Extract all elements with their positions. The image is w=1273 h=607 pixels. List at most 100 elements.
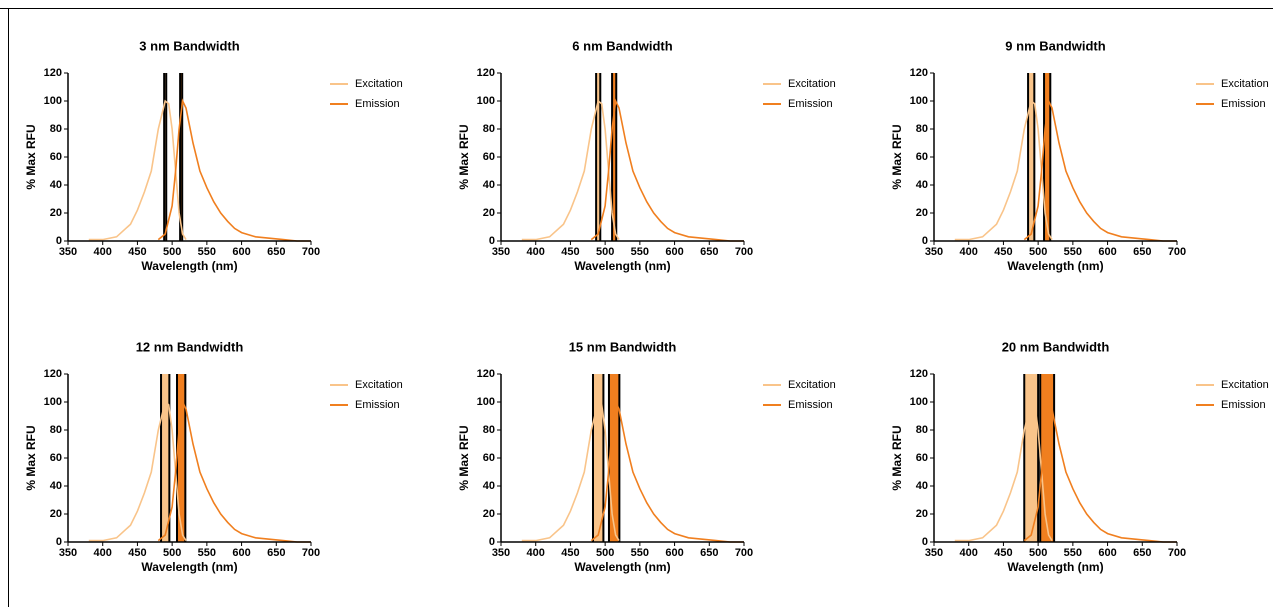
y-tick-label: 20 xyxy=(483,508,495,520)
x-tick-label: 550 xyxy=(198,547,216,559)
chart-title: 20 nm Bandwidth xyxy=(1002,339,1110,354)
chart-panel: 15 nm Bandwidth 0 20 40 60 80 100 120 350 400 450 5… xyxy=(457,339,836,574)
x-tick-label: 500 xyxy=(163,246,181,258)
legend-label: Excitation xyxy=(355,379,403,391)
x-tick-label: 600 xyxy=(1098,547,1116,559)
x-tick-label: 400 xyxy=(960,246,978,258)
x-tick-label: 400 xyxy=(527,547,545,559)
x-tick-label: 700 xyxy=(735,246,753,258)
y-tick-label: 120 xyxy=(477,67,495,79)
x-tick-label: 450 xyxy=(128,246,146,258)
x-tick-label: 450 xyxy=(994,246,1012,258)
chart-panel: 12 nm Bandwidth 0 20 40 60 80 100 120 350 400 450 5… xyxy=(24,339,403,574)
x-tick-label: 450 xyxy=(994,547,1012,559)
y-tick-label: 60 xyxy=(916,151,928,163)
chart-panel: 20 nm Bandwidth 0 20 40 60 80 100 120 350 400 450 5… xyxy=(890,339,1269,574)
y-tick-label: 0 xyxy=(56,235,62,247)
x-tick-label: 450 xyxy=(561,547,579,559)
chart-title: 9 nm Bandwidth xyxy=(1005,38,1105,53)
y-tick-label: 40 xyxy=(916,179,928,191)
y-tick-label: 20 xyxy=(50,508,62,520)
y-tick-label: 60 xyxy=(50,452,62,464)
x-tick-label: 400 xyxy=(94,547,112,559)
y-tick-label: 20 xyxy=(50,207,62,219)
legend-label: Excitation xyxy=(788,78,836,90)
y-tick-label: 20 xyxy=(916,508,928,520)
x-tick-label: 700 xyxy=(1168,547,1186,559)
bandwidth-band xyxy=(177,374,186,542)
x-axis-label: Wavelength (nm) xyxy=(1007,259,1103,273)
x-tick-label: 700 xyxy=(735,547,753,559)
bandwidth-band xyxy=(612,73,617,241)
x-tick-label: 550 xyxy=(198,246,216,258)
x-axis-label: Wavelength (nm) xyxy=(141,259,237,273)
series-line xyxy=(88,99,187,241)
bandwidth-band xyxy=(164,73,167,241)
x-tick-label: 700 xyxy=(302,246,320,258)
y-tick-label: 120 xyxy=(44,368,62,380)
y-tick-label: 0 xyxy=(489,536,495,548)
y-tick-label: 60 xyxy=(483,151,495,163)
x-tick-label: 400 xyxy=(960,547,978,559)
y-tick-label: 100 xyxy=(477,95,495,107)
x-tick-label: 350 xyxy=(925,547,943,559)
legend-label: Emission xyxy=(355,399,400,411)
bandwidth-band xyxy=(1044,73,1051,241)
legend-label: Emission xyxy=(788,399,833,411)
y-axis-label: % Max RFU xyxy=(24,124,38,189)
y-tick-label: 120 xyxy=(910,67,928,79)
legend-label: Emission xyxy=(355,98,400,110)
x-tick-label: 500 xyxy=(163,547,181,559)
x-tick-label: 550 xyxy=(1064,246,1082,258)
y-tick-label: 120 xyxy=(910,368,928,380)
series-line xyxy=(1023,98,1177,242)
x-tick-label: 450 xyxy=(128,547,146,559)
y-tick-label: 60 xyxy=(916,452,928,464)
x-axis-label: Wavelength (nm) xyxy=(574,560,670,574)
x-tick-label: 350 xyxy=(59,547,77,559)
x-tick-label: 650 xyxy=(700,246,718,258)
y-tick-label: 80 xyxy=(483,424,495,436)
bandwidth-band xyxy=(161,374,170,542)
x-tick-label: 350 xyxy=(492,246,510,258)
y-tick-label: 20 xyxy=(483,207,495,219)
bandwidth-band xyxy=(180,73,183,241)
x-tick-label: 650 xyxy=(267,246,285,258)
x-tick-label: 500 xyxy=(1029,547,1047,559)
legend-label: Excitation xyxy=(1221,78,1269,90)
series-line xyxy=(157,399,311,543)
x-tick-label: 600 xyxy=(232,246,250,258)
y-tick-label: 40 xyxy=(483,179,495,191)
chart-panel: 9 nm Bandwidth 0 20 40 60 80 100 120 350 400 450 50… xyxy=(890,38,1269,273)
x-tick-label: 450 xyxy=(561,246,579,258)
x-tick-label: 700 xyxy=(302,547,320,559)
chart-panel: 6 nm Bandwidth 0 20 40 60 80 100 120 350 400 450 50… xyxy=(457,38,836,273)
x-tick-label: 600 xyxy=(232,547,250,559)
x-tick-label: 600 xyxy=(665,246,683,258)
y-axis-label: % Max RFU xyxy=(890,425,904,490)
y-tick-label: 100 xyxy=(910,95,928,107)
chart-title: 12 nm Bandwidth xyxy=(136,339,244,354)
series-line xyxy=(521,99,620,241)
x-tick-label: 600 xyxy=(1098,246,1116,258)
y-tick-label: 100 xyxy=(910,396,928,408)
y-axis-label: % Max RFU xyxy=(24,425,38,490)
bandwidth-band xyxy=(1028,73,1035,241)
legend-label: Excitation xyxy=(355,78,403,90)
x-tick-label: 350 xyxy=(925,246,943,258)
y-tick-label: 0 xyxy=(56,536,62,548)
legend-label: Excitation xyxy=(1221,379,1269,391)
y-tick-label: 80 xyxy=(916,123,928,135)
y-tick-label: 80 xyxy=(483,123,495,135)
bandwidth-band xyxy=(596,73,601,241)
y-tick-label: 100 xyxy=(477,396,495,408)
bandwidth-band xyxy=(608,374,620,542)
series-line xyxy=(590,98,744,242)
x-tick-label: 700 xyxy=(1168,246,1186,258)
y-tick-label: 120 xyxy=(44,67,62,79)
series-line xyxy=(954,400,1053,542)
legend-label: Emission xyxy=(1221,98,1266,110)
y-tick-label: 0 xyxy=(922,235,928,247)
y-tick-label: 80 xyxy=(50,123,62,135)
x-axis-label: Wavelength (nm) xyxy=(1007,560,1103,574)
